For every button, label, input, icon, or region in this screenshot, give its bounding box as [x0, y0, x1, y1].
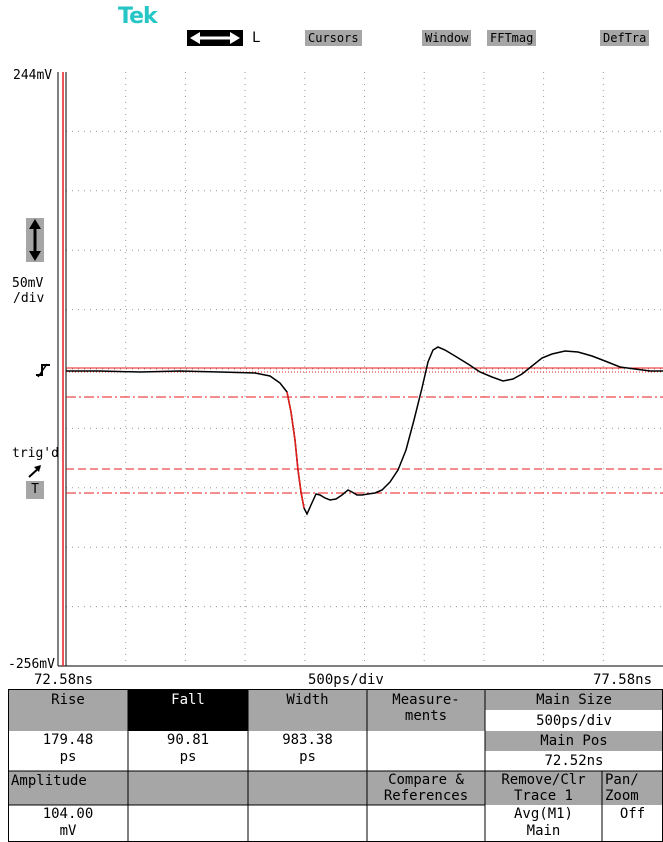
top-voltage-label: 244mV [13, 68, 53, 83]
measurements-label-line2: ments [404, 708, 448, 724]
measurements-button[interactable]: Measure- ments [367, 689, 485, 731]
empty-value-3 [367, 805, 485, 842]
empty-button-1[interactable] [128, 771, 248, 805]
pan-label-line1: Pan/ [605, 772, 639, 788]
fall-value: 90.81 [166, 732, 210, 748]
triggered-label: trig'd [12, 446, 59, 461]
arrow-mode-label: L [252, 30, 261, 46]
vscale-unit: /div [13, 291, 45, 306]
width-unit: ps [299, 749, 316, 765]
time-division-label: 500ps/div [308, 672, 384, 688]
window-button[interactable]: Window [422, 30, 472, 46]
vertical-scale-button[interactable] [26, 218, 44, 262]
remove-clear-trace-button[interactable]: Remove/Clr Trace 1 [485, 771, 602, 805]
time-right-label: 77.58ns [593, 672, 653, 688]
rise-unit: ps [59, 749, 77, 765]
trace-source-cell[interactable]: Avg(M1) Main [485, 805, 602, 842]
graticule-grid [66, 72, 663, 666]
trace-source-value: Avg(M1) [513, 806, 573, 822]
empty-value-1 [128, 805, 248, 842]
rise-label: Rise [51, 692, 85, 708]
fall-label: Fall [171, 692, 205, 708]
width-button[interactable]: Width [248, 689, 367, 731]
cursors-button[interactable]: Cursors [305, 30, 362, 46]
width-value-cell: 983.38 ps [248, 731, 367, 771]
horizontal-arrow-button[interactable] [187, 30, 243, 46]
bottom-voltage-label: -256mV [8, 657, 55, 672]
measurement-panel: Rise Fall Width Measure- ments Main Size… [8, 689, 663, 842]
amplitude-label: Amplitude [11, 773, 87, 789]
double-arrow-vertical-icon [29, 219, 41, 261]
empty-button-2[interactable] [248, 771, 367, 805]
pan-label-line2: Zoom [605, 788, 639, 804]
waveform-display [57, 72, 663, 667]
double-arrow-horizontal-icon [190, 32, 240, 44]
remove-label-line1: Remove/Clr [501, 772, 586, 788]
trigger-level-icon [36, 363, 50, 378]
amplitude-value: 104.00 [42, 806, 94, 822]
main-size-value[interactable]: 500ps/div [485, 710, 663, 731]
measurements-empty-cell [367, 731, 485, 771]
fall-value-cell: 90.81 ps [128, 731, 248, 771]
waveform-trace-highlight [286, 391, 305, 509]
amplitude-value-cell: 104.00 mV [8, 805, 128, 842]
compare-references-button[interactable]: Compare & References [367, 771, 485, 805]
fall-button[interactable]: Fall [128, 689, 248, 731]
remove-label-line2: Trace 1 [513, 788, 573, 804]
trigger-arrow-icon [26, 463, 44, 479]
main-pos-label: Main Pos [485, 731, 663, 751]
measurements-label-line1: Measure- [392, 692, 460, 708]
pan-zoom-button[interactable]: Pan/ Zoom [602, 771, 663, 805]
width-value: 983.38 [282, 732, 333, 748]
deftra-button[interactable]: DefTra [600, 30, 650, 46]
width-label: Width [286, 692, 329, 708]
rise-value-cell: 179.48 ps [8, 731, 128, 771]
trigger-marker[interactable]: T [26, 481, 44, 499]
compare-label-line2: References [383, 788, 469, 804]
compare-label-line1: Compare & [388, 772, 464, 788]
empty-value-2 [248, 805, 367, 842]
amplitude-unit: mV [59, 823, 77, 839]
pan-zoom-value[interactable]: Off [602, 805, 663, 842]
tek-logo: Tek [118, 4, 158, 29]
main-size-label: Main Size [485, 689, 663, 710]
fall-unit: ps [179, 749, 197, 765]
fftmag-button[interactable]: FFTmag [487, 30, 537, 46]
rise-button[interactable]: Rise [8, 689, 128, 731]
main-pos-value[interactable]: 72.52ns [485, 751, 663, 771]
time-left-label: 72.58ns [34, 672, 94, 688]
amplitude-button[interactable]: Amplitude [8, 771, 128, 805]
trace-timebase-value: Main [526, 823, 561, 839]
vscale-value: 50mV [12, 276, 44, 291]
rise-value: 179.48 [42, 732, 94, 748]
